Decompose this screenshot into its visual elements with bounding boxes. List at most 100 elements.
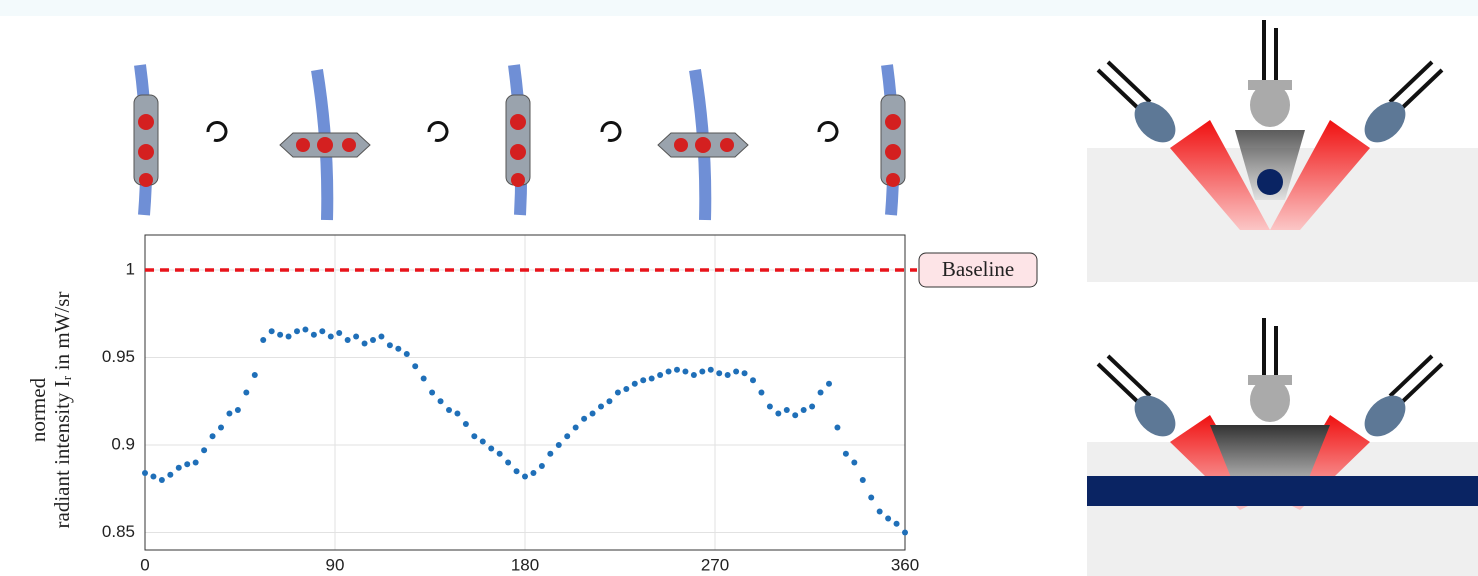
point — [893, 520, 900, 527]
point — [446, 407, 452, 413]
point — [412, 363, 419, 370]
point — [598, 403, 604, 410]
point — [361, 340, 368, 347]
point — [657, 372, 664, 378]
point — [370, 337, 376, 343]
point — [454, 410, 461, 417]
point — [386, 342, 393, 349]
point — [665, 368, 672, 375]
baseline-label: Baseline — [942, 257, 1014, 281]
y-axis-label: radiant intensity Iᵣ in mW/sr — [50, 292, 74, 529]
point — [395, 345, 402, 352]
point — [876, 508, 883, 515]
point — [277, 331, 284, 338]
point — [868, 494, 875, 501]
point — [302, 326, 309, 333]
point — [234, 407, 241, 413]
point — [716, 370, 723, 377]
point — [353, 333, 360, 340]
point — [218, 424, 224, 431]
measurement-diagrams — [1087, 20, 1478, 576]
point — [522, 473, 528, 480]
point — [707, 366, 714, 373]
point — [429, 389, 436, 396]
point — [310, 331, 317, 338]
point — [251, 372, 258, 378]
x-tick-label: 180 — [511, 555, 539, 574]
point — [201, 447, 208, 454]
point — [479, 438, 486, 445]
point — [538, 463, 545, 469]
point — [648, 375, 655, 382]
point — [336, 330, 343, 336]
y-tick-label: 0.9 — [111, 434, 135, 453]
point — [792, 412, 799, 419]
point — [851, 459, 858, 466]
point — [150, 473, 157, 480]
point — [682, 368, 689, 375]
point — [758, 389, 765, 396]
point — [885, 515, 892, 522]
baseline-label-box — [918, 252, 1038, 288]
point — [674, 366, 680, 373]
point — [690, 372, 697, 378]
point — [488, 445, 495, 452]
point — [572, 424, 579, 431]
y-axis-label: normed — [26, 377, 50, 442]
x-tick-label: 0 — [140, 555, 149, 574]
point — [547, 450, 554, 457]
point — [834, 424, 841, 431]
point — [209, 433, 216, 440]
point — [513, 468, 520, 475]
point — [631, 380, 638, 387]
sensor-sequence — [133, 64, 906, 221]
point — [859, 477, 866, 483]
point — [555, 442, 562, 448]
x-tick-label: 360 — [891, 555, 919, 574]
point — [260, 337, 267, 343]
point — [564, 433, 571, 440]
point — [589, 410, 596, 417]
point — [294, 328, 300, 335]
y-tick-label: 1 — [126, 259, 135, 278]
point — [623, 386, 630, 392]
point — [142, 470, 148, 476]
point — [614, 389, 621, 396]
point — [530, 470, 537, 476]
point — [243, 389, 250, 396]
x-tick-label: 90 — [326, 555, 345, 574]
point — [800, 407, 807, 413]
x-tick-label: 270 — [701, 555, 729, 574]
point — [741, 370, 748, 377]
point — [378, 333, 385, 340]
point — [226, 410, 233, 417]
point — [817, 389, 824, 396]
point — [319, 328, 326, 335]
axes-box — [144, 234, 906, 551]
point — [699, 368, 706, 375]
y-tick-label: 0.85 — [102, 522, 135, 541]
point — [344, 337, 351, 343]
point — [192, 459, 199, 466]
point — [505, 459, 512, 466]
point — [640, 377, 647, 384]
point — [724, 372, 731, 378]
point — [437, 398, 444, 405]
point — [581, 415, 588, 422]
point — [733, 368, 740, 375]
point — [285, 333, 292, 340]
point — [826, 380, 832, 387]
point — [809, 403, 816, 410]
point — [327, 333, 334, 340]
point — [783, 407, 790, 413]
point — [167, 471, 174, 478]
point — [184, 461, 191, 468]
point — [766, 403, 773, 410]
point — [462, 421, 469, 427]
point — [268, 328, 275, 335]
point — [175, 464, 182, 471]
point — [158, 477, 165, 483]
top-band — [0, 0, 1478, 16]
